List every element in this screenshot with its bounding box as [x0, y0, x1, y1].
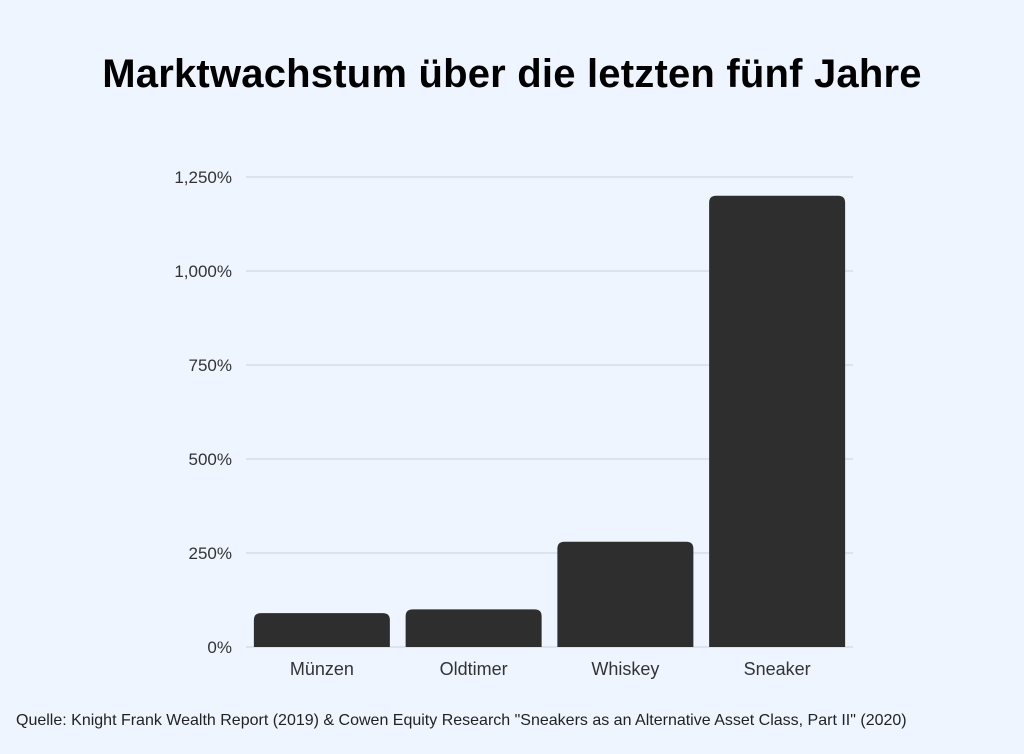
bar-chart: 0% 250% 500% 750% 1,000% 1,250% Münzen Oldtime…	[174, 168, 853, 679]
bar	[253, 613, 390, 647]
x-category-label: Whiskey	[591, 659, 659, 679]
y-tick-label: 1,000%	[174, 262, 232, 281]
chart-title: Marktwachstum über die letzten fünf Jahr…	[102, 52, 922, 96]
y-tick-label: 500%	[189, 450, 232, 469]
bars	[253, 195, 846, 648]
x-axis-categories: Münzen Oldtimer Whiskey Sneaker	[290, 659, 811, 679]
x-category-label: Münzen	[290, 659, 354, 679]
y-tick-label: 0%	[207, 638, 232, 657]
y-tick-label: 250%	[189, 544, 232, 563]
y-axis-ticks: 0% 250% 500% 750% 1,000% 1,250%	[174, 168, 232, 657]
bar	[557, 541, 694, 647]
bar	[709, 195, 846, 648]
source-note: Quelle: Knight Frank Wealth Report (2019…	[16, 712, 907, 729]
x-category-label: Oldtimer	[440, 659, 508, 679]
x-category-label: Sneaker	[744, 659, 811, 679]
y-tick-label: 1,250%	[174, 168, 232, 187]
bar	[405, 609, 542, 647]
y-tick-label: 750%	[189, 356, 232, 375]
